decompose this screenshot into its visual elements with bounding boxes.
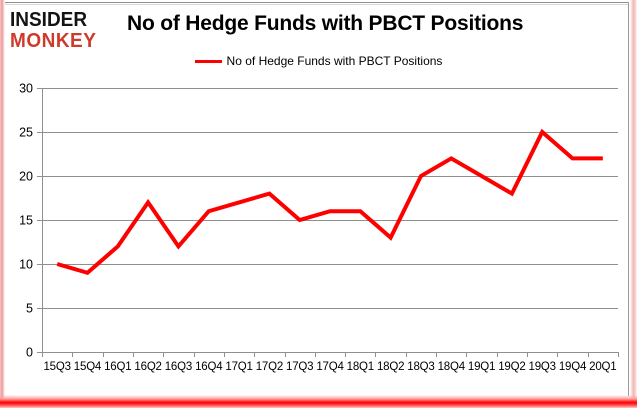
x-tick-label: 19Q1 xyxy=(468,361,495,373)
x-tick-label: 19Q2 xyxy=(498,361,525,373)
x-tick-label: 16Q4 xyxy=(195,361,223,373)
frame-top-line-light xyxy=(4,4,628,5)
x-tick-label: 18Q1 xyxy=(347,361,374,373)
x-tick-label: 15Q3 xyxy=(43,361,70,373)
chart-title: No of Hedge Funds with PBCT Positions xyxy=(127,12,524,35)
x-tick-label: 19Q4 xyxy=(559,361,587,373)
frame-right-line xyxy=(628,2,629,396)
insider-monkey-logo: INSIDER MONKEY xyxy=(10,8,97,53)
legend: No of Hedge Funds with PBCT Positions xyxy=(0,54,637,68)
y-tick-label: 30 xyxy=(19,82,33,96)
x-tick-label: 20Q1 xyxy=(589,361,616,373)
legend-line-swatch xyxy=(194,59,222,63)
y-tick-label: 25 xyxy=(19,126,33,140)
x-tick-label: 17Q4 xyxy=(316,361,344,373)
frame-top-line xyxy=(4,2,628,3)
x-tick-label: 17Q2 xyxy=(256,361,283,373)
x-tick-label: 18Q2 xyxy=(377,361,404,373)
legend-label: No of Hedge Funds with PBCT Positions xyxy=(226,54,443,68)
x-tick-label: 15Q4 xyxy=(74,361,102,373)
x-tick-label: 16Q1 xyxy=(104,361,131,373)
y-tick-label: 15 xyxy=(19,214,33,228)
x-tick-label: 18Q3 xyxy=(407,361,434,373)
x-tick-label: 17Q3 xyxy=(286,361,313,373)
frame-right-glow xyxy=(630,0,637,408)
frame-left-glow xyxy=(0,0,5,408)
y-tick-label: 10 xyxy=(19,258,33,272)
logo-text-insider: INSIDER xyxy=(10,8,88,32)
x-tick-label: 16Q3 xyxy=(165,361,192,373)
series-line xyxy=(56,128,603,276)
y-tick-label: 5 xyxy=(26,302,33,316)
x-tick-label: 18Q4 xyxy=(438,361,466,373)
x-tick-label: 16Q2 xyxy=(134,361,161,373)
x-tick-label: 19Q3 xyxy=(529,361,556,373)
y-tick-label: 20 xyxy=(19,170,33,184)
x-tick-label: 17Q1 xyxy=(225,361,252,373)
logo-text-monkey: MONKEY xyxy=(10,29,97,53)
frame-bottom-glow xyxy=(0,395,637,408)
y-tick-label: 0 xyxy=(26,346,33,360)
